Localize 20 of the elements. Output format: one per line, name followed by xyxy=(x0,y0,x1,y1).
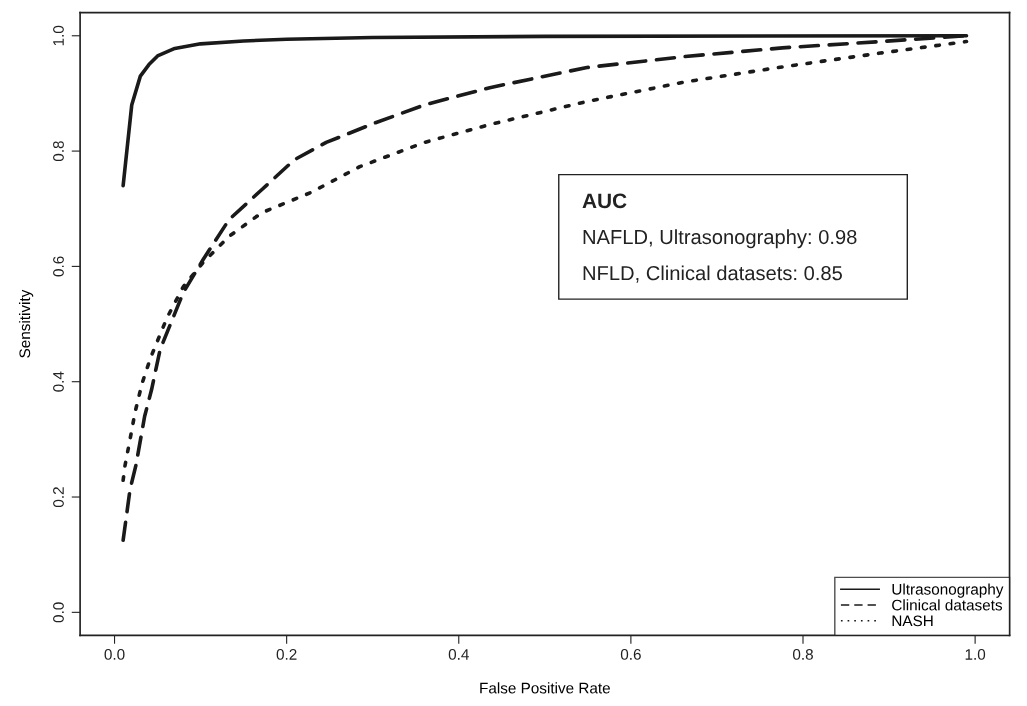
y-tick-label: 0.2 xyxy=(53,487,64,508)
x-tick-label: 0.0 xyxy=(104,649,125,660)
legend-label: NASH xyxy=(892,615,933,627)
legend-label: Ultrasonography xyxy=(892,583,1004,598)
x-axis-title: False Positive Rate xyxy=(480,682,610,694)
x-tick-label: 1.0 xyxy=(965,649,986,660)
legend-label: Clinical datasets xyxy=(892,599,1003,611)
x-tick-label: 0.4 xyxy=(448,649,469,660)
annotation: NFLD, Clinical datasets: 0.85 xyxy=(583,265,842,283)
y-tick-label: 1.0 xyxy=(53,25,64,46)
x-tick-label: 0.6 xyxy=(620,649,641,660)
x-tick-label: 0.2 xyxy=(276,649,297,660)
y-tick-label: 0.8 xyxy=(53,141,64,162)
y-axis-title: Sensitivity xyxy=(18,289,34,358)
annotation: NAFLD, Ultrasonography: 0.98 xyxy=(583,229,857,249)
x-tick-label: 0.8 xyxy=(792,649,813,660)
annotation: AUC xyxy=(582,193,627,209)
y-tick-label: 0.6 xyxy=(53,256,64,277)
y-tick-label: 0.0 xyxy=(53,602,64,623)
y-tick-label: 0.4 xyxy=(53,371,64,392)
